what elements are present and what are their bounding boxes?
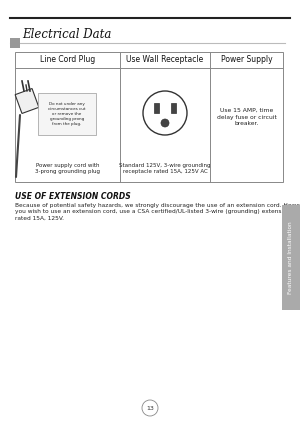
Bar <box>154 103 159 113</box>
Bar <box>171 103 176 113</box>
Text: Do not under any
circumstances cut
or remove the
grounding prong
from the plug.: Do not under any circumstances cut or re… <box>48 102 86 126</box>
Bar <box>15 52 283 182</box>
Text: Because of potential safety hazards, we strongly discourage the use of an extens: Because of potential safety hazards, we … <box>15 203 300 221</box>
Text: 13: 13 <box>146 406 154 411</box>
Bar <box>282 205 300 310</box>
Text: Features and Installation: Features and Installation <box>289 221 293 294</box>
Circle shape <box>142 400 158 416</box>
Circle shape <box>143 91 187 135</box>
Text: Power supply cord with
3-prong grounding plug: Power supply cord with 3-prong grounding… <box>35 162 100 173</box>
Circle shape <box>161 119 169 127</box>
Text: Electrical Data: Electrical Data <box>22 28 111 41</box>
Text: Use Wall Receptacle: Use Wall Receptacle <box>126 56 204 65</box>
Text: Line Cord Plug: Line Cord Plug <box>40 56 95 65</box>
Text: Power Supply: Power Supply <box>221 56 272 65</box>
Bar <box>38 93 96 135</box>
Text: Standard 125V, 3-wire grounding
receptacle rated 15A, 125V AC: Standard 125V, 3-wire grounding receptac… <box>119 162 211 173</box>
Bar <box>10 38 20 48</box>
Text: USE OF EXTENSION CORDS: USE OF EXTENSION CORDS <box>15 192 131 201</box>
Bar <box>15 89 39 114</box>
Text: Use 15 AMP, time
delay fuse or circuit
breaker.: Use 15 AMP, time delay fuse or circuit b… <box>217 108 276 126</box>
